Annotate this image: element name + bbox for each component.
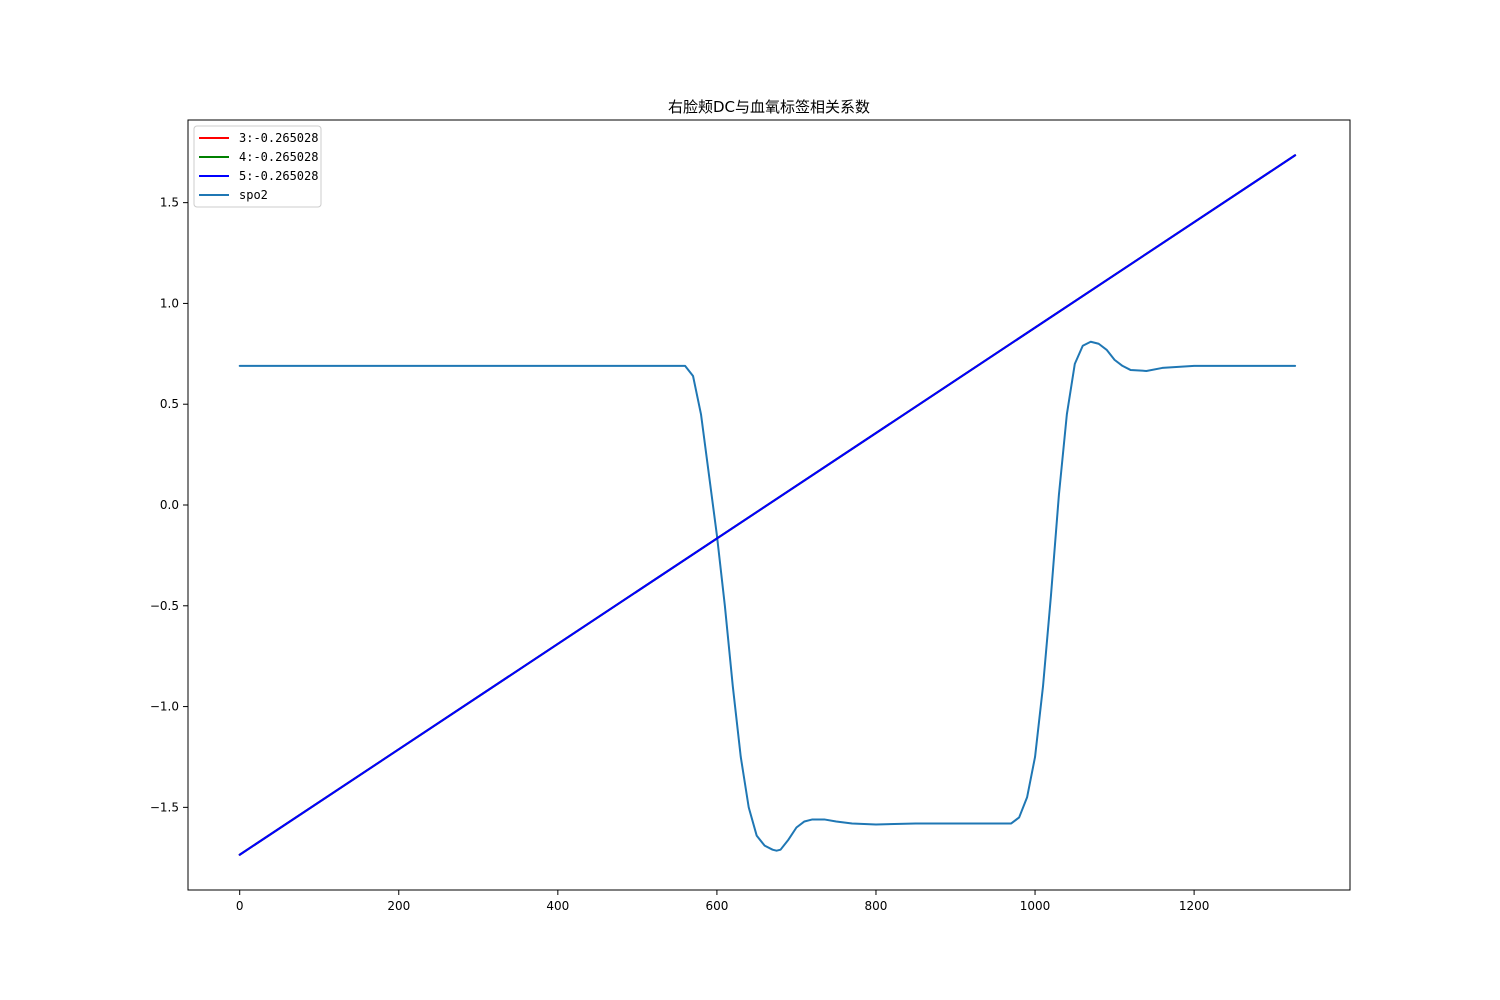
legend: 3:-0.265028 4:-0.265028 5:-0.265028 spo2: [193, 125, 322, 208]
legend-label: spo2: [239, 188, 268, 202]
x-tick-label: 800: [865, 899, 888, 913]
x-tick-label: 1000: [1020, 899, 1051, 913]
series-layer: [238, 154, 1297, 856]
y-tick-label: −1.5: [150, 800, 179, 814]
legend-label: 5:-0.265028: [239, 169, 318, 183]
legend-label: 3:-0.265028: [239, 131, 318, 145]
y-tick-label: 0.5: [160, 397, 179, 411]
x-tick-label: 400: [546, 899, 569, 913]
series-line-3: [238, 340, 1297, 852]
y-axis: 1.5 1.0 0.5 0.0 −0.5 −1.0 −1.5: [150, 196, 188, 814]
y-tick-label: 1.5: [160, 196, 179, 210]
x-tick-label: 1200: [1179, 899, 1210, 913]
plot-area: [187, 119, 1351, 891]
y-tick-label: −1.0: [150, 700, 179, 714]
chart-title: 右脸颊DC与血氧标签相关系数: [668, 98, 870, 116]
x-tick-label: 0: [236, 899, 244, 913]
x-axis: 0 200 400 600 800 1000 1200: [236, 890, 1210, 913]
legend-box: [193, 125, 322, 208]
series-line-2: [238, 154, 1297, 856]
y-tick-label: 0.0: [160, 498, 179, 512]
y-tick-label: −0.5: [150, 599, 179, 613]
legend-label: 4:-0.265028: [239, 150, 318, 164]
y-tick-label: 1.0: [160, 296, 179, 310]
x-tick-label: 600: [705, 899, 728, 913]
x-tick-label: 200: [387, 899, 410, 913]
